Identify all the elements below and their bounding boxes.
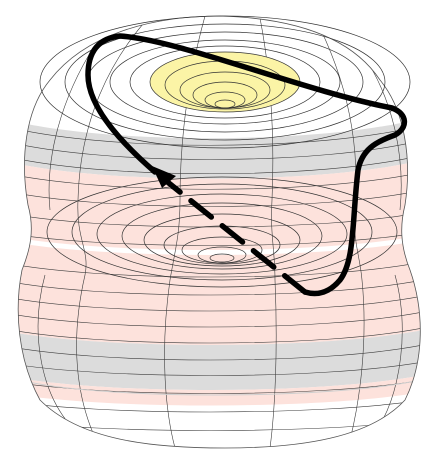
bottom-gray-strip (19, 379, 421, 396)
loop-dashed-segment (162, 177, 308, 295)
waist-cap (46, 176, 398, 288)
band-lower-pink-2 (18, 375, 421, 406)
band-lower-pink (18, 240, 421, 345)
loop-solid-segment (85, 33, 408, 297)
latitude-lines (18, 124, 421, 431)
band-upper-gray (18, 118, 421, 179)
band-upper-pink (18, 160, 421, 250)
closed-loop-path (85, 33, 408, 297)
top-cap (39, 15, 411, 149)
loop-direction-arrowhead-icon (152, 166, 176, 188)
surface-outline (17, 15, 421, 449)
